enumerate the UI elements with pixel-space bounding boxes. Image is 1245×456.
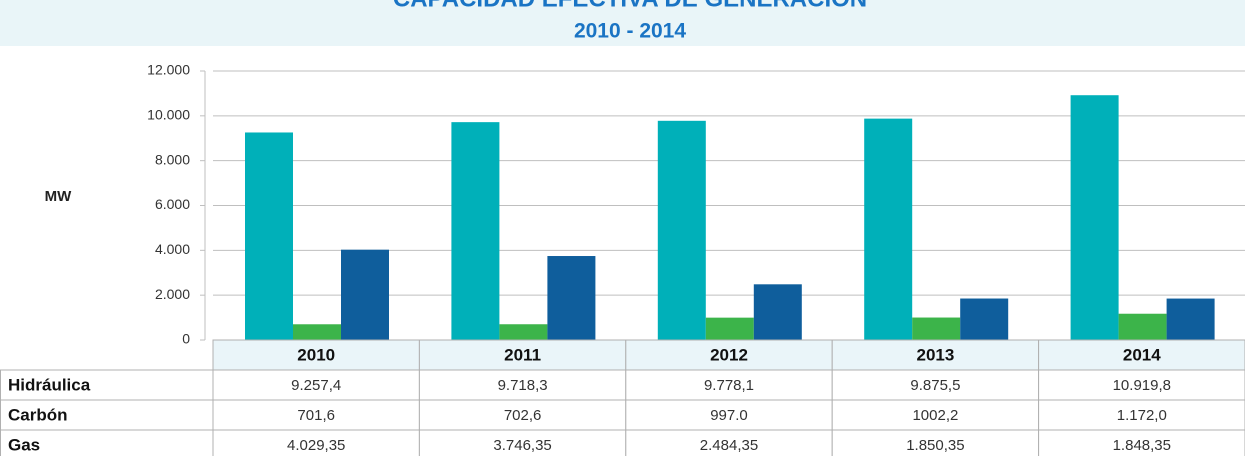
data-label: 1.850,35 <box>906 437 964 454</box>
header-cell <box>831 339 1040 371</box>
data-label: 3.746,35 <box>493 437 551 454</box>
table-cell <box>831 399 1040 431</box>
header-cell <box>418 339 627 371</box>
y-tick-label: 2.000 <box>155 286 190 302</box>
bar <box>1166 298 1215 340</box>
table-cell <box>1038 429 1245 456</box>
table-cell <box>831 369 1040 401</box>
bar <box>245 132 293 340</box>
data-label: 2.484,35 <box>700 437 758 454</box>
data-label: 701,6 <box>297 407 335 424</box>
data-label: 4.029,35 <box>287 437 345 454</box>
data-label: 9.778,1 <box>704 377 754 394</box>
bar <box>547 256 596 340</box>
bar <box>960 298 1009 340</box>
y-tick-label: 12.000 <box>147 62 190 78</box>
chart-title: CAPACIDAD EFECTIVA DE GENERACIÓN <box>393 0 867 12</box>
table-cell <box>831 429 1040 456</box>
chart-subtitle: 2010 - 2014 <box>574 20 686 43</box>
y-axis-label: MW <box>45 188 72 205</box>
x-tick-label: 2012 <box>710 345 748 364</box>
data-label: 1.848,35 <box>1113 437 1171 454</box>
row-label-cell <box>0 369 214 401</box>
x-tick-label: 2014 <box>1123 345 1161 364</box>
legend-label: Carbón <box>8 405 68 424</box>
data-label: 702,6 <box>504 407 542 424</box>
bar <box>1070 95 1119 341</box>
y-tick-label: 4.000 <box>155 241 190 257</box>
bar <box>912 317 961 340</box>
data-label: 1002,2 <box>912 407 958 424</box>
table-cell <box>418 399 627 431</box>
y-tick-label: 8.000 <box>155 151 190 167</box>
x-tick-label: 2011 <box>504 345 541 364</box>
bar <box>657 120 706 341</box>
y-tick-label: 6.000 <box>155 196 190 212</box>
data-label: 997.0 <box>710 407 748 424</box>
table-cell <box>418 369 627 401</box>
data-label: 9.257,4 <box>291 377 341 394</box>
bar <box>705 317 754 340</box>
row-label-cell <box>0 399 214 431</box>
table-cell <box>625 399 833 431</box>
bar <box>499 324 548 340</box>
bar <box>864 118 913 340</box>
data-label: 10.919,8 <box>1113 377 1171 394</box>
bar <box>1118 313 1167 340</box>
x-tick-label: 2010 <box>297 345 335 364</box>
table-cell <box>625 429 833 456</box>
legend-label: Hidráulica <box>8 375 91 394</box>
row-label-cell <box>0 429 214 456</box>
y-tick-label: 10.000 <box>147 107 190 123</box>
bar <box>293 324 341 340</box>
bar <box>341 249 389 340</box>
data-label: 9.718,3 <box>498 377 548 394</box>
table-cell <box>212 429 420 456</box>
data-label: 9.875,5 <box>910 377 960 394</box>
bar <box>451 122 500 341</box>
y-tick-label: 0 <box>182 331 190 347</box>
x-tick-label: 2013 <box>916 345 954 364</box>
title-band <box>0 0 1245 46</box>
table-cell <box>212 399 420 431</box>
data-label: 1.172,0 <box>1117 407 1167 424</box>
legend-label: Gas <box>8 435 40 454</box>
table-cell <box>1038 399 1245 431</box>
bar <box>753 284 802 340</box>
